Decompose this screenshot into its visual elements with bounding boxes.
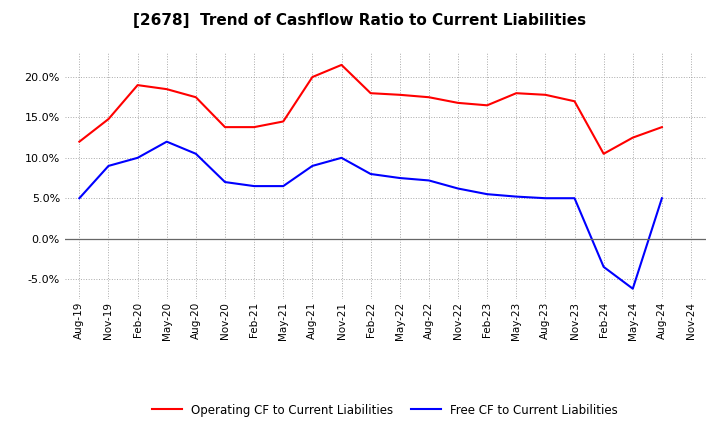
Operating CF to Current Liabilities <box>599 151 608 157</box>
Free CF to Current Liabilities <box>366 171 375 176</box>
Text: [2678]  Trend of Cashflow Ratio to Current Liabilities: [2678] Trend of Cashflow Ratio to Curren… <box>133 13 587 28</box>
Operating CF to Current Liabilities <box>133 82 142 88</box>
Free CF to Current Liabilities <box>192 151 200 157</box>
Line: Operating CF to Current Liabilities: Operating CF to Current Liabilities <box>79 65 662 154</box>
Free CF to Current Liabilities <box>512 194 521 199</box>
Operating CF to Current Liabilities <box>454 100 462 106</box>
Line: Free CF to Current Liabilities: Free CF to Current Liabilities <box>79 142 662 289</box>
Operating CF to Current Liabilities <box>308 74 317 80</box>
Operating CF to Current Liabilities <box>75 139 84 144</box>
Operating CF to Current Liabilities <box>104 117 113 122</box>
Operating CF to Current Liabilities <box>395 92 404 97</box>
Legend: Operating CF to Current Liabilities, Free CF to Current Liabilities: Operating CF to Current Liabilities, Fre… <box>148 399 623 422</box>
Free CF to Current Liabilities <box>163 139 171 144</box>
Operating CF to Current Liabilities <box>657 125 666 130</box>
Free CF to Current Liabilities <box>657 195 666 201</box>
Operating CF to Current Liabilities <box>192 95 200 100</box>
Operating CF to Current Liabilities <box>163 87 171 92</box>
Free CF to Current Liabilities <box>629 286 637 291</box>
Free CF to Current Liabilities <box>220 180 229 185</box>
Operating CF to Current Liabilities <box>425 95 433 100</box>
Free CF to Current Liabilities <box>425 178 433 183</box>
Free CF to Current Liabilities <box>395 176 404 181</box>
Free CF to Current Liabilities <box>541 195 550 201</box>
Free CF to Current Liabilities <box>308 163 317 169</box>
Free CF to Current Liabilities <box>483 191 492 197</box>
Operating CF to Current Liabilities <box>483 103 492 108</box>
Free CF to Current Liabilities <box>570 195 579 201</box>
Operating CF to Current Liabilities <box>570 99 579 104</box>
Free CF to Current Liabilities <box>337 155 346 161</box>
Operating CF to Current Liabilities <box>250 125 258 130</box>
Free CF to Current Liabilities <box>454 186 462 191</box>
Operating CF to Current Liabilities <box>512 91 521 96</box>
Free CF to Current Liabilities <box>599 264 608 270</box>
Operating CF to Current Liabilities <box>366 91 375 96</box>
Operating CF to Current Liabilities <box>337 62 346 68</box>
Free CF to Current Liabilities <box>104 163 113 169</box>
Free CF to Current Liabilities <box>133 155 142 161</box>
Operating CF to Current Liabilities <box>629 135 637 140</box>
Operating CF to Current Liabilities <box>541 92 550 97</box>
Free CF to Current Liabilities <box>250 183 258 189</box>
Free CF to Current Liabilities <box>75 195 84 201</box>
Free CF to Current Liabilities <box>279 183 287 189</box>
Operating CF to Current Liabilities <box>279 119 287 124</box>
Operating CF to Current Liabilities <box>220 125 229 130</box>
